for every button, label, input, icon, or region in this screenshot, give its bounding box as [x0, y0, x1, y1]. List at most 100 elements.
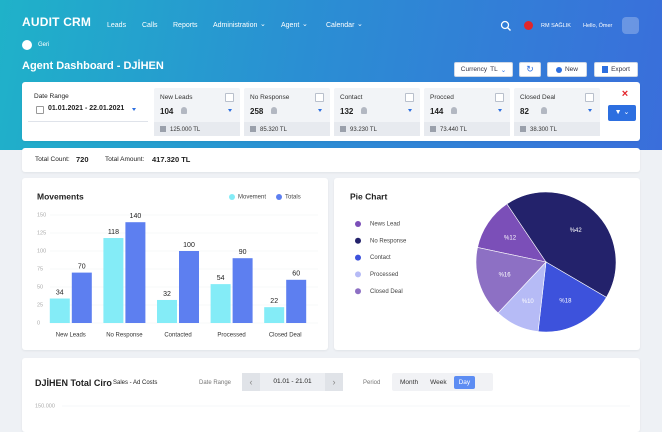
card-count: 104	[160, 107, 174, 116]
card-amount: 73.440 TL	[440, 127, 467, 133]
card-count: 132	[340, 107, 354, 116]
x-tick-label: Contacted	[164, 333, 191, 339]
building-icon	[520, 126, 526, 132]
data-label: 70	[78, 263, 86, 270]
export-button[interactable]: Export	[594, 62, 638, 77]
back-icon[interactable]	[22, 40, 32, 50]
y-tick-label: 125	[37, 230, 46, 236]
calendar-icon	[36, 106, 44, 114]
chart-title: Pie Chart	[350, 191, 387, 201]
period-option[interactable]: Month	[400, 378, 419, 386]
person-icon	[555, 66, 562, 73]
currency-value: TL	[490, 66, 498, 73]
data-label: 34	[56, 289, 64, 296]
ciro-title: DJİHEN Total Ciro	[35, 378, 112, 388]
nav-item[interactable]: Calls	[142, 22, 158, 29]
ciro-date-label: Date Range	[199, 380, 232, 386]
slice-label: %10	[522, 299, 535, 305]
prev-button[interactable]: ‹	[242, 373, 260, 391]
checkbox[interactable]	[225, 93, 234, 102]
slice-label: %16	[499, 273, 512, 279]
period-option[interactable]: Week	[430, 378, 447, 386]
new-button[interactable]: New	[547, 62, 587, 77]
building-icon	[430, 126, 436, 132]
total-count-label: Total Count:	[35, 156, 70, 163]
ciro-panel	[22, 358, 640, 432]
bar	[125, 222, 146, 323]
brand[interactable]: AUDIT CRM	[22, 15, 92, 29]
nav-item[interactable]: Leads	[107, 22, 127, 29]
back-link[interactable]: Geri	[38, 42, 50, 48]
x-tick-label: New Leads	[56, 333, 86, 339]
amount-row	[244, 122, 330, 136]
filter-card[interactable]: New Leads 104 125.000 TL	[154, 88, 240, 136]
bar	[232, 258, 253, 323]
data-label: 90	[239, 249, 247, 256]
slice-label: %42	[570, 228, 583, 234]
nav-item[interactable]: Calendar	[326, 22, 355, 29]
filter-button[interactable]: ▼ ⌄	[608, 105, 636, 121]
chevron	[132, 108, 136, 111]
refresh-button[interactable]: ↻	[519, 62, 541, 77]
card-amount: 93.230 TL	[350, 127, 377, 133]
nav-item[interactable]: Administration	[213, 22, 258, 29]
pie-slice	[537, 261, 607, 333]
nav-item[interactable]: Agent	[281, 22, 300, 29]
chevron	[408, 109, 412, 112]
y-tick-label: 100	[37, 248, 46, 254]
period-option[interactable]: Day	[453, 375, 476, 389]
building-icon	[160, 126, 166, 132]
person-icon	[361, 107, 367, 114]
card-amount: 125.000 TL	[170, 127, 201, 133]
period-label: Period	[363, 380, 381, 386]
amount-row	[424, 122, 510, 136]
greeting[interactable]: Hello, Ömer	[583, 23, 613, 29]
ciro-date-range[interactable]: ‹ 01.01 - 21.01 ›	[242, 373, 343, 391]
data-label: 54	[217, 275, 225, 282]
slice-label: %12	[504, 235, 517, 241]
date-range-box[interactable]: Date Range 01.01.2021 - 22.01.2021	[28, 88, 148, 122]
data-label: 60	[292, 271, 300, 278]
y-tick-label: 25	[37, 302, 43, 308]
summary-bar	[22, 148, 640, 172]
file-icon	[602, 66, 609, 73]
clear-filter[interactable]: ×	[621, 88, 629, 100]
date-range-value: 01.01 - 21.01	[273, 378, 312, 385]
date-range-value: 01.01.2021 - 22.01.2021	[48, 105, 125, 112]
checkbox[interactable]	[585, 93, 594, 102]
card-amount: 38.300 TL	[530, 127, 557, 133]
amount-row	[154, 122, 240, 136]
filter-card[interactable]: Closed Deal 82 38.300 TL	[514, 88, 600, 136]
y-tick-label: 50	[37, 284, 43, 290]
chevron: ⌄	[302, 21, 308, 28]
pie-slice	[475, 247, 547, 314]
filter-card[interactable]: No Response 258 85.320 TL	[244, 88, 330, 136]
data-label: 100	[183, 242, 195, 249]
checkbox[interactable]	[315, 93, 324, 102]
card-label: Closed Deal	[520, 94, 556, 101]
page-title: Agent Dashboard - DJİHEN	[22, 60, 164, 72]
person-icon	[451, 107, 457, 114]
data-label: 140	[130, 213, 142, 220]
power-button[interactable]	[622, 17, 639, 34]
legend-swatch	[276, 194, 283, 200]
amount-row	[514, 122, 600, 136]
next-button[interactable]: ›	[325, 373, 343, 391]
filter-card[interactable]: Procced 144 73.440 TL	[424, 88, 510, 136]
chevron	[498, 109, 502, 112]
card-label: No Response	[250, 94, 290, 101]
total-amount: 417.320 TL	[152, 155, 191, 164]
checkbox[interactable]	[405, 93, 414, 102]
person-icon	[181, 107, 187, 114]
nav-item[interactable]: Reports	[173, 22, 198, 29]
checkbox[interactable]	[495, 93, 504, 102]
filter-card[interactable]: Contact 132 93.230 TL	[334, 88, 420, 136]
refresh-icon: ↻	[526, 64, 534, 74]
currency-select[interactable]: Currency TL ⌄	[454, 62, 513, 77]
amount-row	[334, 122, 420, 136]
search-icon[interactable]	[500, 20, 512, 32]
legend-label: Closed Deal	[370, 289, 403, 295]
chevron	[228, 109, 232, 112]
